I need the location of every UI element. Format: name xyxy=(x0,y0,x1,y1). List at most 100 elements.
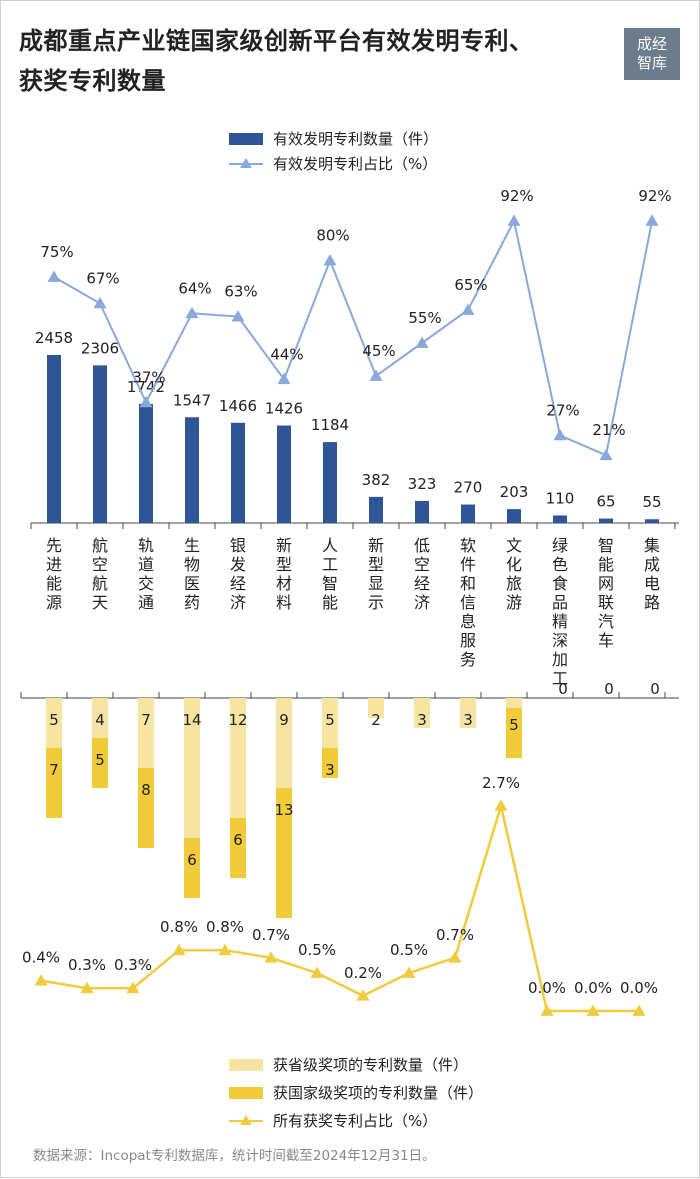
patent-share-point xyxy=(47,270,61,282)
category-label-char: 通 xyxy=(138,593,154,612)
category-label-char: 能 xyxy=(598,555,614,574)
category-label-char: 能 xyxy=(322,593,338,612)
legend-swatch-blue-line xyxy=(229,157,263,170)
category-label-char: 轨 xyxy=(138,536,154,555)
award-share-point xyxy=(448,951,462,963)
category-label-char: 化 xyxy=(506,555,522,574)
category-label-char: 路 xyxy=(644,593,660,612)
category-label-char: 精 xyxy=(552,612,568,631)
provincial-award-label: 2 xyxy=(371,711,381,729)
patent-share-label: 37% xyxy=(132,368,165,386)
award-share-label: 0.7% xyxy=(252,926,290,944)
category-label-char: 成 xyxy=(644,555,660,574)
award-share-label: 0.5% xyxy=(298,941,336,959)
category-label-char: 航 xyxy=(92,536,108,555)
provincial-award-label: 9 xyxy=(279,711,289,729)
category-label-char: 和 xyxy=(460,574,476,593)
patent-count-bar xyxy=(47,355,61,523)
patent-share-point xyxy=(139,395,153,408)
patent-share-point xyxy=(599,448,613,461)
legend-swatch-blue-bar xyxy=(229,132,263,145)
national-award-label: 13 xyxy=(274,801,293,819)
provincial-award-bar xyxy=(276,698,292,788)
patent-count-label: 2458 xyxy=(35,329,73,347)
national-award-bar xyxy=(184,838,200,898)
patent-share-label: 21% xyxy=(592,421,625,439)
category-label-char: 济 xyxy=(414,593,430,612)
category-label-char: 银 xyxy=(230,536,246,555)
patent-share-label: 67% xyxy=(86,269,119,287)
national-award-label: 6 xyxy=(187,851,197,869)
patent-share-point xyxy=(277,372,291,385)
provincial-award-bar xyxy=(184,698,200,838)
category-label-char: 信 xyxy=(460,593,476,612)
category-label-char: 电 xyxy=(644,574,660,593)
provincial-award-label: 4 xyxy=(95,711,105,729)
patent-share-label: 75% xyxy=(40,243,73,261)
national-award-bar xyxy=(92,738,108,788)
legend-label: 获国家级奖项的专利数量（件） xyxy=(273,1084,484,1102)
award-share-label: 0.8% xyxy=(160,918,198,936)
patent-count-bar xyxy=(231,422,245,523)
award-share-point xyxy=(264,951,278,963)
provincial-award-bar xyxy=(92,698,108,738)
national-award-bar xyxy=(276,788,292,918)
patent-share-label: 27% xyxy=(546,401,579,419)
patent-count-label: 55 xyxy=(642,493,661,511)
category-label-char: 先 xyxy=(46,536,62,555)
award-share-label: 0.0% xyxy=(620,979,658,997)
provincial-award-label: 14 xyxy=(182,711,201,729)
patent-share-label: 44% xyxy=(270,345,303,363)
award-share-label: 2.7% xyxy=(482,774,520,792)
category-label-char: 药 xyxy=(184,593,200,612)
patent-count-label: 203 xyxy=(500,483,529,501)
national-award-label: 3 xyxy=(325,761,335,779)
patent-count-label: 382 xyxy=(362,471,391,489)
provincial-award-label: 3 xyxy=(463,711,473,729)
patent-share-point xyxy=(231,310,245,322)
category-label-char: 联 xyxy=(598,593,614,612)
patent-count-bar xyxy=(461,504,475,523)
award-share-point xyxy=(540,1004,554,1016)
zero-award-label: 0 xyxy=(650,680,660,698)
category-label-char: 智 xyxy=(598,536,614,555)
patent-share-point xyxy=(323,254,337,266)
legend-label: 有效发明专利占比（%） xyxy=(273,155,438,173)
category-label-char: 文 xyxy=(506,536,522,555)
patent-share-label: 65% xyxy=(454,276,487,294)
patent-count-label: 1184 xyxy=(311,416,349,434)
patent-share-point xyxy=(415,336,429,348)
category-label-char: 新 xyxy=(276,536,292,555)
national-award-label: 5 xyxy=(509,716,519,734)
patent-share-point xyxy=(645,214,659,226)
award-share-label: 0.8% xyxy=(206,918,244,936)
category-label-char: 智 xyxy=(322,574,338,593)
patent-count-label: 270 xyxy=(454,479,483,497)
category-label-char: 务 xyxy=(460,650,476,669)
category-label-char: 人 xyxy=(322,536,338,555)
category-label-char: 件 xyxy=(460,555,476,574)
category-label-char: 色 xyxy=(552,555,568,574)
national-award-label: 8 xyxy=(141,781,151,799)
patent-count-label: 1547 xyxy=(173,391,211,409)
patent-share-label: 55% xyxy=(408,309,441,327)
legend-label: 所有获奖专利占比（%） xyxy=(273,1112,438,1130)
provincial-award-label: 5 xyxy=(325,711,335,729)
category-label-char: 空 xyxy=(92,555,108,574)
category-label-char: 道 xyxy=(138,555,154,574)
patent-count-bar xyxy=(369,496,383,523)
patent-count-bar xyxy=(323,442,337,523)
category-label-char: 游 xyxy=(506,593,522,612)
national-award-label: 5 xyxy=(95,751,105,769)
category-label-char: 经 xyxy=(414,574,430,593)
category-label-char: 工 xyxy=(552,669,568,688)
page-title-line2: 获奖专利数量 xyxy=(19,67,166,95)
category-label-char: 物 xyxy=(184,555,200,574)
provincial-award-bar xyxy=(138,698,154,768)
legend-item-award-share: 所有获奖专利占比（%） xyxy=(229,1110,437,1131)
provincial-award-bar xyxy=(460,698,476,728)
award-share-point xyxy=(172,943,186,956)
patent-count-bar xyxy=(93,365,107,523)
award-share-point xyxy=(356,989,370,1001)
